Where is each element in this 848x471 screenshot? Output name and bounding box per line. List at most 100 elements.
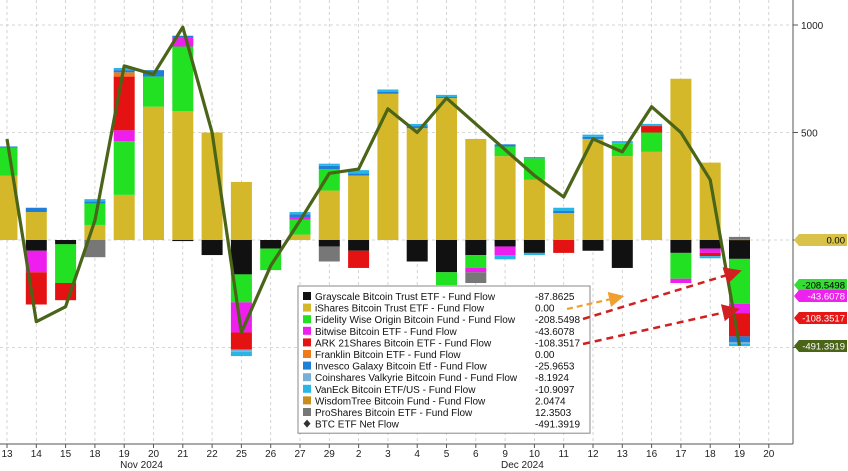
value-tag-bg xyxy=(794,340,847,352)
legend-entry-value: -10.9097 xyxy=(535,385,575,396)
bar-segment-arkb xyxy=(699,252,721,257)
bar-segment-hodl xyxy=(377,89,399,92)
bar-segment-bitb xyxy=(465,267,487,273)
x-tick-label: 3 xyxy=(385,449,391,460)
bar-segment-fbtc xyxy=(143,76,164,107)
bar-segment-hodl xyxy=(699,256,721,259)
bar-segment-btc xyxy=(84,240,106,258)
x-tick-label: 19 xyxy=(119,449,131,460)
legend-entry-name: Coinshares Valkyrie Bitcoin Fund - Fund … xyxy=(315,373,518,384)
bar-segment-btco xyxy=(494,144,516,147)
value-tag-bg xyxy=(794,290,847,302)
arrow-fidelity xyxy=(582,267,742,321)
bar-segment-hodl xyxy=(289,212,311,215)
bar-segment-ibit xyxy=(25,212,47,240)
x-tick-label: 13 xyxy=(1,449,13,460)
bar-segment-arkb xyxy=(729,313,750,337)
right-value-tags: 0.00 -208.5498-43.6078 -108.3517 -491.3919 xyxy=(794,234,847,353)
legend-entry-value: 0.00 xyxy=(535,304,555,315)
legend-swatch-bitb xyxy=(303,326,311,335)
legend-swatch-hodl xyxy=(303,384,311,393)
x-tick-label: 11 xyxy=(559,449,570,460)
bar-segment-hodl xyxy=(494,255,516,260)
bar-segment-btco xyxy=(172,35,194,38)
legend-entry-name: Bitwise Bitcoin ETF - Fund Flow xyxy=(315,327,457,338)
bar-segment-btco xyxy=(377,91,399,94)
bar-segment-bitb xyxy=(25,250,47,273)
x-tick-label: 6 xyxy=(473,449,479,460)
legend-entry-value: 2.0474 xyxy=(535,396,566,407)
bar-segment-gbtc xyxy=(55,240,77,245)
bar-segment-fbtc xyxy=(436,272,457,286)
bar-segment-gbtc xyxy=(582,240,604,251)
legend-entry-name: Franklin Bitcoin ETF - Fund Flow xyxy=(315,350,461,361)
legend-entry-name: Invesco Galaxy Bitcoin Etf - Fund Flow xyxy=(315,362,488,373)
x-tick-label: 18 xyxy=(89,449,101,460)
x-tick-label: 29 xyxy=(324,449,336,460)
bar-segment-gbtc xyxy=(494,240,516,247)
month-label: Dec 2024 xyxy=(501,460,544,471)
bar-segment-bitb xyxy=(113,130,135,142)
bar-segment-fbtc xyxy=(465,255,487,268)
legend-entry-name: Grayscale Bitcoin Trust ETF - Fund Flow xyxy=(315,292,496,303)
value-tag-bg xyxy=(794,234,847,246)
legend-entry-name: VanEck Bitcoin ETF/US - Fund Flow xyxy=(315,385,476,396)
legend-swatch-ibit xyxy=(303,303,311,312)
bar-segment-bitb xyxy=(172,37,194,47)
legend-entry-value: -108.3517 xyxy=(535,338,580,349)
bar-segment-gbtc xyxy=(348,240,370,251)
legend-swatch-ezbc xyxy=(303,350,311,358)
bar-segment-ibit xyxy=(523,179,545,240)
bar-segment-btcw xyxy=(729,239,750,241)
bar-segment-ibit xyxy=(699,162,721,240)
bar-segment-gbtc xyxy=(611,240,633,268)
legend: Grayscale Bitcoin Trust ETF - Fund Flow -… xyxy=(297,285,591,434)
x-tick-label: 18 xyxy=(705,449,717,460)
x-tick-label: 12 xyxy=(587,449,599,460)
bar-segment-gbtc xyxy=(465,240,487,256)
bar-segment-ibit xyxy=(465,138,487,240)
legend-swatch-btc xyxy=(303,408,311,416)
x-tick-label: 25 xyxy=(236,449,248,460)
legend-swatch-net-flow xyxy=(303,419,311,428)
legend-entry-value: -43.6078 xyxy=(535,327,575,338)
bar-segment-ibit xyxy=(318,190,340,240)
x-tick-label: 14 xyxy=(31,449,43,460)
bar-segment-gbtc xyxy=(230,240,252,275)
bar-segment-btco xyxy=(84,201,106,204)
x-tick-label: 20 xyxy=(763,449,775,460)
x-tick-label: 5 xyxy=(444,449,450,460)
legend-swatch-fbtc xyxy=(303,315,311,324)
x-tick-label: 22 xyxy=(207,449,219,460)
legend-entry-name: iShares Bitcoin Trust ETF - Fund Flow xyxy=(315,304,485,315)
arrow-ishares xyxy=(566,291,625,311)
x-tick-label: 15 xyxy=(60,449,72,460)
bar-segment-hodl xyxy=(553,207,575,211)
bar-segment-ibit xyxy=(582,138,604,240)
legend-entry-value: 12.3503 xyxy=(535,408,572,419)
legend-entry-value: 0.00 xyxy=(535,350,555,361)
bar-segment-fbtc xyxy=(260,248,282,271)
legend-swatch-btcw xyxy=(303,396,311,405)
annotation-arrows xyxy=(566,267,742,346)
bar-segment-bitb xyxy=(494,246,516,256)
legend-swatch-btco xyxy=(303,361,311,370)
bar-segment-gbtc xyxy=(260,240,282,249)
legend-swatch-gbtc xyxy=(303,292,311,300)
month-label: Nov 2024 xyxy=(120,460,163,471)
value-tag-label: -43.6078 xyxy=(807,292,845,303)
value-tag-label: 0.00 xyxy=(827,236,846,247)
bar-segment-btco xyxy=(348,173,370,176)
bar-segment-gbtc xyxy=(729,240,750,259)
bar-segment-hodl xyxy=(436,94,457,98)
value-tag-label: -208.5498 xyxy=(802,281,845,292)
legend-entry-name: BTC ETF Net Flow xyxy=(315,420,400,431)
bar-segment-hodl xyxy=(611,141,633,144)
legend-entry-value: -25.9653 xyxy=(535,362,575,373)
legend-entry-name: WisdomTree Bitcoin Fund - Fund Flow xyxy=(315,396,486,407)
value-tag-label: -108.3517 xyxy=(802,314,845,325)
bar-segment-gbtc xyxy=(172,240,194,242)
bar-segment-fbtc xyxy=(113,141,135,195)
